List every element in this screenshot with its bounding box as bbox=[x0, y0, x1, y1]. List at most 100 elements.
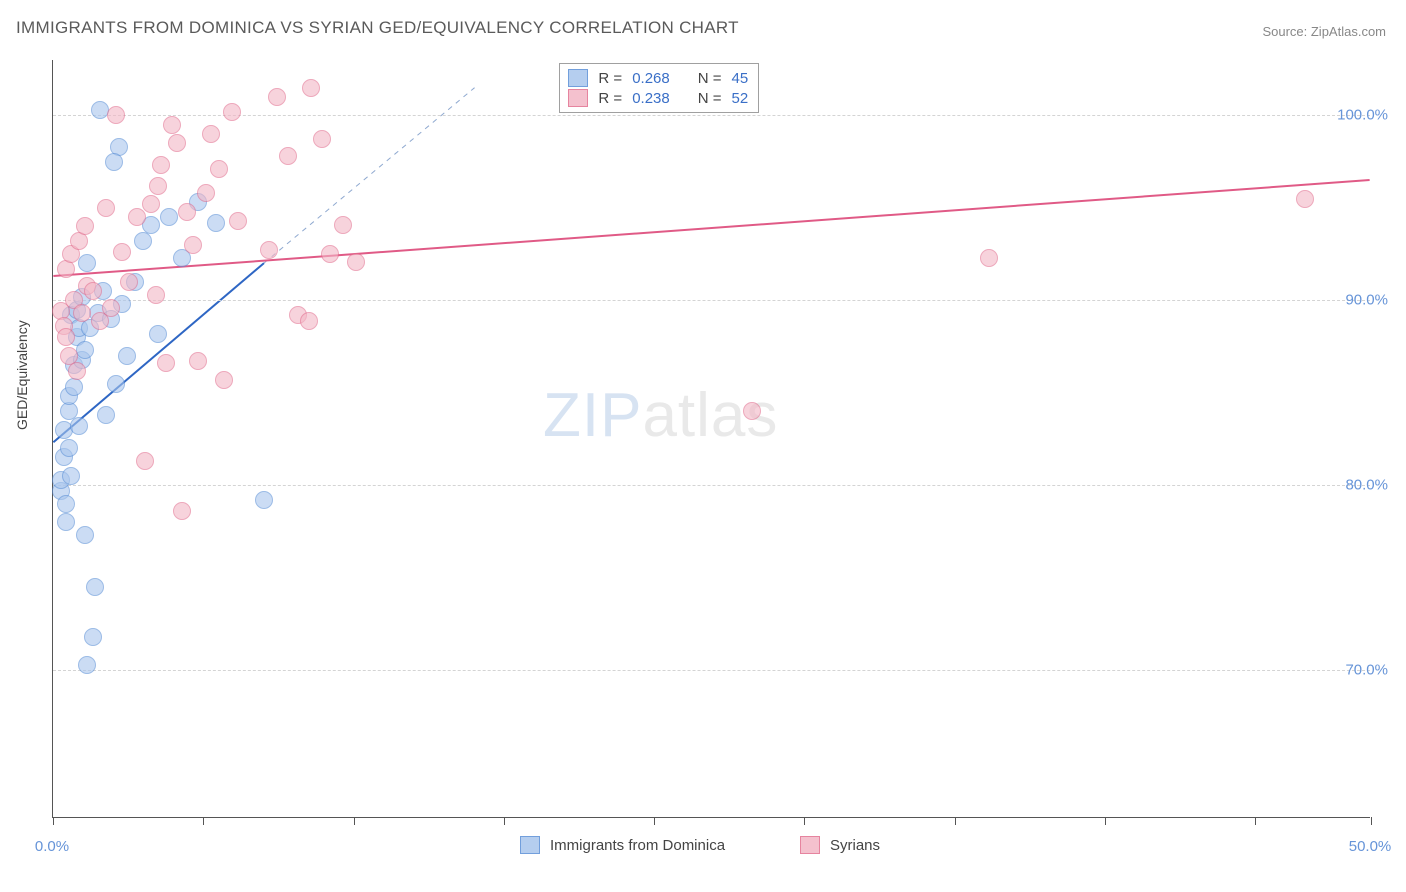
scatter-point-series-2 bbox=[313, 130, 331, 148]
gridline-h bbox=[53, 300, 1370, 301]
scatter-point-series-2 bbox=[149, 177, 167, 195]
scatter-point-series-2 bbox=[113, 243, 131, 261]
scatter-point-series-2 bbox=[97, 199, 115, 217]
scatter-point-series-1 bbox=[76, 526, 94, 544]
scatter-point-series-2 bbox=[347, 253, 365, 271]
gridline-h bbox=[53, 485, 1370, 486]
scatter-point-series-2 bbox=[157, 354, 175, 372]
n-label: N = bbox=[698, 90, 722, 107]
x-tick-label: 50.0% bbox=[1349, 838, 1392, 855]
x-tick bbox=[504, 817, 505, 825]
scatter-point-series-2 bbox=[163, 116, 181, 134]
scatter-point-series-1 bbox=[255, 491, 273, 509]
y-axis-label: GED/Equivalency bbox=[14, 320, 30, 430]
scatter-point-series-2 bbox=[184, 236, 202, 254]
scatter-point-series-2 bbox=[202, 125, 220, 143]
scatter-point-series-2 bbox=[1296, 190, 1314, 208]
bottom-legend-series-2: Syrians bbox=[800, 836, 880, 854]
r-value: 0.268 bbox=[632, 70, 670, 87]
scatter-point-series-2 bbox=[302, 79, 320, 97]
scatter-point-series-1 bbox=[134, 232, 152, 250]
gridline-h bbox=[53, 115, 1370, 116]
scatter-point-series-1 bbox=[207, 214, 225, 232]
scatter-point-series-2 bbox=[173, 502, 191, 520]
source-label: Source: ZipAtlas.com bbox=[1262, 24, 1386, 39]
r-label: R = bbox=[598, 90, 622, 107]
scatter-point-series-2 bbox=[210, 160, 228, 178]
scatter-point-series-2 bbox=[152, 156, 170, 174]
scatter-point-series-2 bbox=[68, 362, 86, 380]
scatter-point-series-1 bbox=[86, 578, 104, 596]
scatter-point-series-1 bbox=[107, 375, 125, 393]
x-tick-label: 0.0% bbox=[35, 838, 69, 855]
y-tick-label: 80.0% bbox=[1345, 477, 1388, 494]
r-label: R = bbox=[598, 70, 622, 87]
scatter-point-series-2 bbox=[197, 184, 215, 202]
swatch-icon bbox=[520, 836, 540, 854]
scatter-point-series-1 bbox=[160, 208, 178, 226]
scatter-point-series-2 bbox=[73, 304, 91, 322]
trend-lines-layer bbox=[53, 60, 1370, 817]
series-2-label: Syrians bbox=[830, 837, 880, 854]
scatter-point-series-1 bbox=[118, 347, 136, 365]
scatter-point-series-2 bbox=[229, 212, 247, 230]
scatter-point-series-1 bbox=[97, 406, 115, 424]
legend-stats-box: R = 0.268N = 45R = 0.238N = 52 bbox=[559, 63, 759, 113]
scatter-point-series-1 bbox=[76, 341, 94, 359]
x-tick bbox=[354, 817, 355, 825]
scatter-point-series-2 bbox=[147, 286, 165, 304]
scatter-point-series-2 bbox=[168, 134, 186, 152]
scatter-point-series-2 bbox=[57, 328, 75, 346]
x-tick bbox=[1255, 817, 1256, 825]
y-tick-label: 100.0% bbox=[1337, 107, 1388, 124]
scatter-point-series-2 bbox=[321, 245, 339, 263]
x-tick bbox=[955, 817, 956, 825]
y-tick-label: 90.0% bbox=[1345, 292, 1388, 309]
scatter-point-series-2 bbox=[223, 103, 241, 121]
scatter-point-series-2 bbox=[279, 147, 297, 165]
scatter-point-series-2 bbox=[102, 299, 120, 317]
swatch-icon bbox=[568, 69, 588, 87]
chart-title: IMMIGRANTS FROM DOMINICA VS SYRIAN GED/E… bbox=[16, 18, 739, 38]
scatter-point-series-2 bbox=[120, 273, 138, 291]
scatter-point-series-2 bbox=[300, 312, 318, 330]
n-value: 52 bbox=[732, 90, 749, 107]
scatter-point-series-1 bbox=[78, 254, 96, 272]
scatter-point-series-2 bbox=[178, 203, 196, 221]
trend-line bbox=[264, 88, 475, 263]
scatter-point-series-1 bbox=[70, 417, 88, 435]
x-tick bbox=[1371, 817, 1372, 825]
scatter-point-series-2 bbox=[268, 88, 286, 106]
plot-area: ZIPatlas bbox=[52, 60, 1370, 818]
scatter-point-series-2 bbox=[84, 282, 102, 300]
scatter-point-series-2 bbox=[189, 352, 207, 370]
bottom-legend-series-1: Immigrants from Dominica bbox=[520, 836, 725, 854]
watermark-zip: ZIP bbox=[543, 381, 642, 450]
gridline-h bbox=[53, 670, 1370, 671]
scatter-point-series-2 bbox=[260, 241, 278, 259]
scatter-point-series-1 bbox=[62, 467, 80, 485]
scatter-point-series-1 bbox=[57, 513, 75, 531]
scatter-point-series-1 bbox=[65, 378, 83, 396]
swatch-icon bbox=[568, 89, 588, 107]
x-tick bbox=[53, 817, 54, 825]
scatter-point-series-2 bbox=[980, 249, 998, 267]
swatch-icon bbox=[800, 836, 820, 854]
series-1-label: Immigrants from Dominica bbox=[550, 837, 725, 854]
x-tick bbox=[804, 817, 805, 825]
trend-line bbox=[53, 180, 1369, 276]
scatter-point-series-1 bbox=[105, 153, 123, 171]
scatter-point-series-2 bbox=[76, 217, 94, 235]
legend-stats-row-1: R = 0.268 N = 45 bbox=[568, 68, 748, 88]
n-label: N = bbox=[698, 70, 722, 87]
x-tick bbox=[654, 817, 655, 825]
scatter-point-series-2 bbox=[107, 106, 125, 124]
scatter-point-series-1 bbox=[78, 656, 96, 674]
y-tick-label: 70.0% bbox=[1345, 662, 1388, 679]
scatter-point-series-2 bbox=[743, 402, 761, 420]
scatter-point-series-1 bbox=[60, 439, 78, 457]
n-value: 45 bbox=[732, 70, 749, 87]
scatter-point-series-1 bbox=[57, 495, 75, 513]
scatter-point-series-1 bbox=[149, 325, 167, 343]
scatter-point-series-2 bbox=[334, 216, 352, 234]
